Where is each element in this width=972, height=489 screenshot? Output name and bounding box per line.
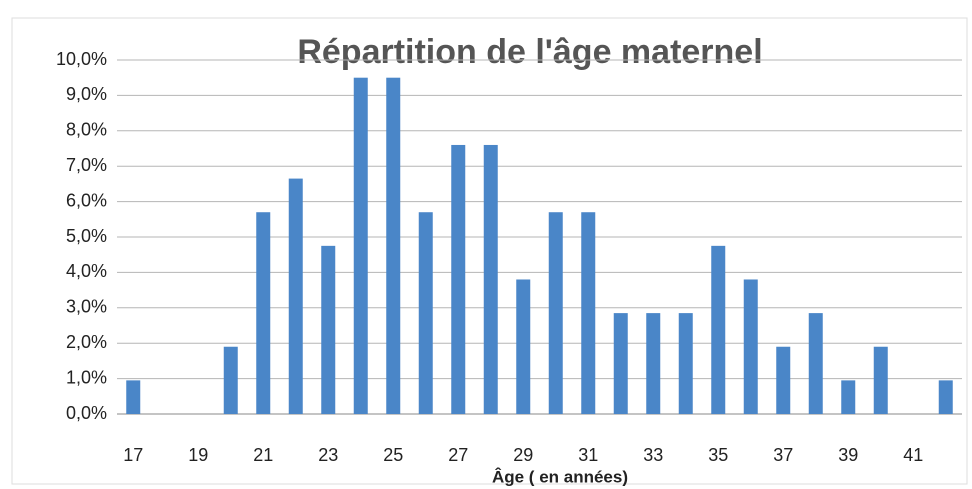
x-axis-label: Âge ( en années) — [492, 467, 628, 486]
x-tick-label: 31 — [578, 445, 598, 465]
bar — [743, 279, 758, 414]
y-tick-label: 9,0% — [66, 84, 107, 104]
x-tick-label: 25 — [383, 445, 403, 465]
y-tick-label: 2,0% — [66, 332, 107, 352]
y-tick-label: 6,0% — [66, 190, 107, 210]
bar — [386, 77, 401, 414]
y-tick-label: 1,0% — [66, 367, 107, 387]
bar — [678, 313, 693, 414]
bar — [938, 380, 953, 414]
bar — [613, 313, 628, 414]
y-tick-label: 3,0% — [66, 297, 107, 317]
x-tick-label: 33 — [643, 445, 663, 465]
chart-title: Répartition de l'âge maternel — [297, 33, 762, 71]
y-tick-label: 5,0% — [66, 226, 107, 246]
x-tick-label: 39 — [838, 445, 858, 465]
x-tick-label: 23 — [318, 445, 338, 465]
bar — [646, 313, 661, 414]
y-tick-label: 8,0% — [66, 120, 107, 140]
y-tick-label: 7,0% — [66, 155, 107, 175]
bar — [516, 279, 531, 414]
bar — [418, 212, 433, 414]
bar — [353, 77, 368, 414]
x-tick-label: 35 — [708, 445, 728, 465]
y-tick-label: 0,0% — [66, 403, 107, 423]
x-tick-label: 37 — [773, 445, 793, 465]
bar — [483, 144, 498, 414]
bar — [776, 346, 791, 414]
bar — [451, 144, 466, 414]
y-tick-label: 4,0% — [66, 261, 107, 281]
x-tick-label: 17 — [123, 445, 143, 465]
bar — [808, 313, 823, 414]
bar — [873, 346, 888, 414]
bar — [288, 178, 303, 414]
bar — [548, 212, 563, 414]
chart-frame — [11, 17, 968, 485]
x-tick-label: 27 — [448, 445, 468, 465]
bar — [223, 346, 238, 414]
y-tick-label: 10,0% — [56, 49, 107, 69]
bar — [321, 245, 336, 414]
x-tick-label: 21 — [253, 445, 273, 465]
bar — [711, 245, 726, 414]
bar — [841, 380, 856, 414]
x-tick-label: 29 — [513, 445, 533, 465]
x-tick-label: 41 — [903, 445, 923, 465]
bar — [581, 212, 596, 414]
bar — [256, 212, 271, 414]
bar — [126, 380, 141, 414]
x-tick-label: 19 — [188, 445, 208, 465]
